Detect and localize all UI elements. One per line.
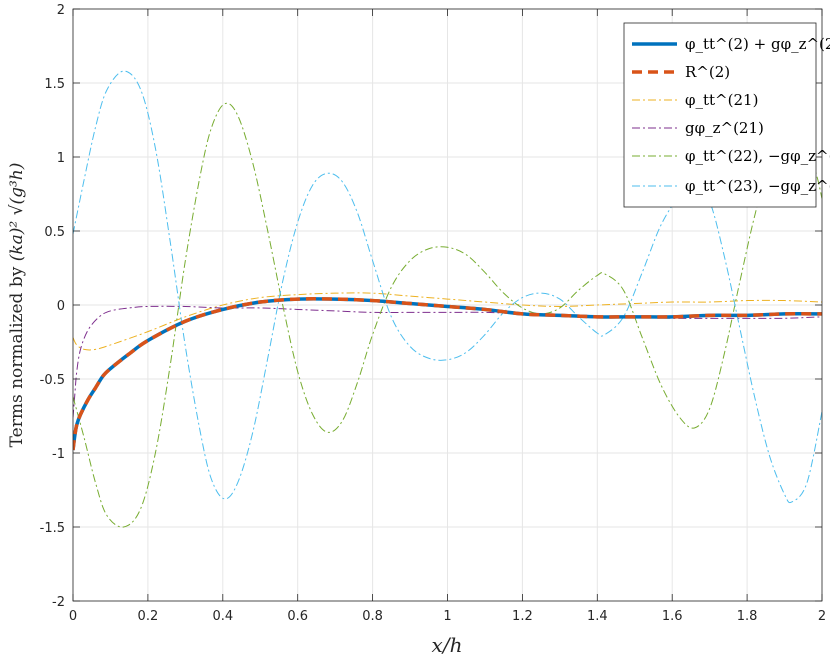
legend-entry-5: φ_tt^(22), −gφ_z^(22) [632, 147, 830, 165]
series-group [73, 70, 822, 528]
x-axis-label: x/h [432, 633, 463, 657]
x-tick-label: 1.2 [512, 609, 533, 624]
x-tick-label: 1.6 [662, 609, 683, 624]
x-tick-label: 1.4 [587, 609, 608, 624]
legend-entry-1: φ_tt^(2) + gφ_z^(2) [632, 35, 830, 53]
tick-group: 0 0.2 0.4 0.6 0.8 1 1.2 1.4 1.6 1.8 2 -2 -1.5 -1 -0.5 0… [40, 3, 827, 624]
y-tick-label: -0.5 [40, 373, 65, 388]
legend-box [623, 22, 817, 208]
y-tick-label: 1.5 [44, 77, 65, 92]
x-tick-label: 0.2 [138, 609, 159, 624]
legend-entry-2: R^(2) [632, 63, 730, 81]
x-tick-label: 0.4 [212, 609, 233, 624]
x-tick-label: 2 [818, 609, 826, 624]
y-tick-label: 0 [57, 299, 65, 314]
legend-entry-3: φ_tt^(21) [632, 91, 758, 109]
x-tick-label: 0 [69, 609, 77, 624]
y-tick-label: 2 [57, 3, 65, 18]
legend-label-4: gφ_z^(21) [685, 119, 764, 137]
svg-text:Terms normalized by (ka)² √(g³: Terms normalized by (ka)² √(g³h) [7, 163, 27, 448]
series-line-3 [73, 292, 822, 351]
y-axis-label-math: (ka)² √(g³h) [7, 163, 27, 262]
series-line-5 [73, 102, 822, 528]
x-tick-label: 0.8 [362, 609, 383, 624]
legend-label-3: φ_tt^(21) [685, 91, 758, 109]
legend-label-5: φ_tt^(22), −gφ_z^(22) [685, 147, 830, 165]
y-tick-label: -2 [52, 595, 65, 610]
y-tick-label: -1 [52, 447, 65, 462]
legend-entry-6: φ_tt^(23), −gφ_z^(23) [632, 177, 830, 195]
y-tick-label: -1.5 [40, 521, 65, 536]
legend-label-2: R^(2) [685, 63, 730, 81]
series-line-1 [73, 297, 822, 451]
x-tick-label: 1.8 [737, 609, 758, 624]
x-tick-label: 0.6 [287, 609, 308, 624]
y-axis-label-prefix: Terms normalized by [7, 261, 27, 447]
x-tick-label: 1 [443, 609, 451, 624]
legend: φ_tt^(2) + gφ_z^(2) R^(2) φ_tt^(21) gφ_z… [623, 22, 830, 208]
y-tick-label: 1 [57, 151, 65, 166]
y-tick-label: 0.5 [44, 225, 65, 240]
legend-label-6: φ_tt^(23), −gφ_z^(23) [685, 177, 830, 195]
y-axis-label: Terms normalized by (ka)² √(g³h) [7, 163, 27, 448]
legend-label-1: φ_tt^(2) + gφ_z^(2) [685, 35, 830, 53]
legend-entry-4: gφ_z^(21) [632, 119, 764, 137]
series-line-6 [73, 70, 822, 504]
